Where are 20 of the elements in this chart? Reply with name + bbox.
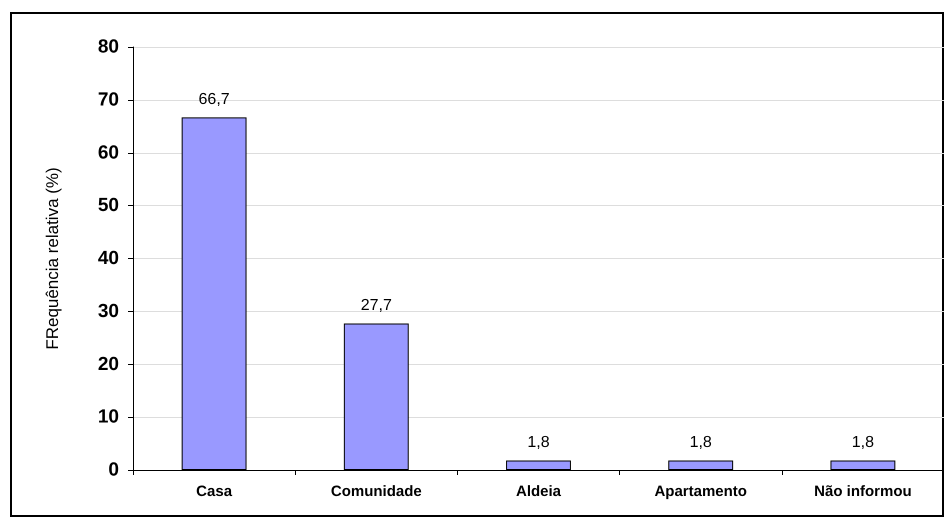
y-tick-label: 0 — [108, 460, 119, 480]
x-tick-label: Não informou — [814, 483, 912, 500]
y-tick-label: 20 — [98, 354, 119, 375]
y-tick-label: 40 — [98, 248, 119, 269]
data-label: 27,7 — [360, 297, 392, 314]
x-tick-label: Apartamento — [654, 483, 747, 500]
y-tick-label: 60 — [98, 142, 119, 164]
data-label: 66,7 — [198, 90, 230, 108]
y-tick-label: 50 — [98, 195, 119, 216]
x-tick-label: Aldeia — [516, 483, 562, 500]
y-tick-label: 70 — [98, 89, 119, 110]
x-tick-label: Casa — [196, 483, 233, 500]
y-tick-label: 30 — [98, 300, 119, 322]
y-axis-title: FRequência relativa (%) — [43, 167, 62, 350]
data-label: 1,8 — [527, 434, 550, 451]
y-tick-label: 10 — [98, 406, 119, 428]
y-tick-label: 80 — [98, 36, 119, 58]
x-tick-label: Comunidade — [330, 483, 422, 500]
data-label: 1,8 — [690, 434, 712, 451]
data-label: 1,8 — [852, 434, 874, 451]
